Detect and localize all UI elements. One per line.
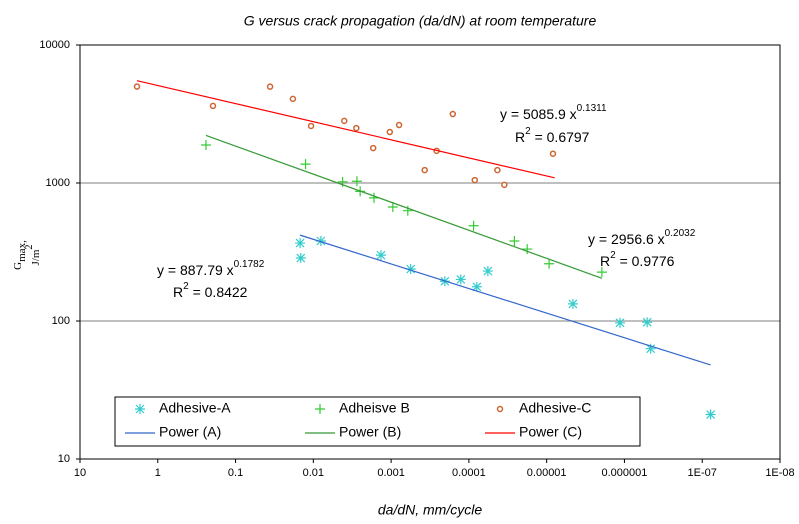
- legend-label: Power (B): [339, 424, 401, 440]
- data-point: [421, 166, 428, 174]
- x-tick-label: 0.0001: [452, 467, 486, 479]
- x-tick-label: 0.000001: [601, 467, 647, 479]
- data-point: [494, 166, 501, 174]
- data-point: [645, 343, 656, 354]
- data-point: [468, 220, 479, 231]
- equation-after: = 0.9776: [616, 253, 675, 269]
- svg-text:J/m2: J/m2: [24, 245, 41, 266]
- data-point: [368, 192, 379, 203]
- x-tick-label: 1E-07: [688, 467, 717, 479]
- chart-title: G versus crack propagation (da/dN) at ro…: [244, 13, 597, 29]
- data-point: [482, 266, 493, 277]
- svg-text:Gmax,: Gmax,: [12, 240, 28, 270]
- x-tick-label: 1: [155, 467, 161, 479]
- trend-line: [205, 134, 603, 279]
- data-point: [395, 121, 403, 129]
- data-point: [135, 404, 145, 414]
- equation-sup: 2: [183, 281, 189, 292]
- data-point: [353, 124, 360, 132]
- x-tick-label: 1E-08: [765, 467, 794, 479]
- data-point: [449, 110, 457, 118]
- equation: y = 887.79 x0.1782: [157, 259, 265, 278]
- equation: R2 = 0.8422: [173, 281, 248, 300]
- data-point: [567, 298, 578, 309]
- data-point: [295, 253, 306, 264]
- equation: y = 2956.6 x0.2032: [588, 228, 696, 247]
- y-label-sub: max,: [16, 240, 28, 262]
- data-point: [209, 102, 217, 110]
- equation-after: = 0.8422: [189, 284, 248, 300]
- data-point: [522, 244, 533, 255]
- data-point: [496, 405, 504, 413]
- data-point: [315, 404, 325, 414]
- x-tick-label: 10: [74, 467, 86, 479]
- trend-line: [299, 234, 711, 366]
- data-point: [315, 235, 326, 246]
- equation-sup: 0.1782: [234, 259, 265, 270]
- equation-text: y = 2956.6 x: [588, 231, 665, 247]
- data-point: [705, 409, 716, 420]
- equation-text: R: [515, 129, 525, 145]
- x-tick-label: 0.00001: [527, 467, 567, 479]
- equation: R2 = 0.9776: [600, 250, 675, 269]
- data-point: [405, 264, 416, 275]
- y-label-unit: J/m: [30, 249, 42, 265]
- legend-label: Adhesive-C: [519, 400, 591, 416]
- y-tick-label: 1000: [46, 177, 70, 189]
- x-axis-label: da/dN, mm/cycle: [378, 502, 482, 518]
- equation-after: = 0.6797: [531, 129, 590, 145]
- equation-sup: 2: [525, 126, 531, 137]
- equation-text: y = 887.79 x: [157, 262, 234, 278]
- data-point: [300, 159, 311, 170]
- data-point: [471, 176, 479, 184]
- data-point: [615, 317, 626, 328]
- data-point: [386, 128, 394, 136]
- equation-text: y = 5085.9 x: [500, 106, 577, 122]
- data-point: [266, 83, 274, 90]
- legend-label: Adheisve B: [339, 400, 410, 416]
- data-point: [289, 95, 297, 103]
- equation: R2 = 0.6797: [515, 126, 590, 145]
- y-label-main: G: [12, 262, 24, 270]
- x-tick-label: 0.1: [228, 467, 243, 479]
- equation-text: R: [173, 284, 183, 300]
- data-point: [387, 202, 398, 213]
- trend-line: [136, 80, 555, 179]
- data-point: [295, 238, 306, 249]
- legend-label: Power (C): [519, 424, 582, 440]
- legend-label: Power (A): [159, 424, 221, 440]
- y-axis-label: Gmax, J/m2: [12, 240, 42, 270]
- data-point: [200, 140, 211, 151]
- y-label-sup: 2: [24, 245, 35, 250]
- plot-frame: [79, 44, 781, 460]
- data-point: [471, 281, 482, 292]
- data-point: [509, 235, 520, 246]
- y-tick-label: 10000: [39, 39, 70, 51]
- data-point: [596, 267, 607, 278]
- y-tick-label: 10: [58, 453, 70, 465]
- data-point: [375, 250, 386, 261]
- data-point: [501, 181, 508, 189]
- x-tick-label: 0.001: [377, 467, 405, 479]
- data-point: [642, 317, 653, 328]
- equation-sup: 0.2032: [665, 228, 696, 239]
- equation-sup: 0.1311: [577, 103, 607, 114]
- legend-box: [114, 396, 641, 447]
- data-point: [455, 274, 466, 285]
- data-point: [133, 83, 141, 90]
- data-point: [341, 117, 348, 125]
- data-point: [549, 150, 557, 157]
- equation: y = 5085.9 x0.1311: [500, 103, 607, 122]
- data-point: [544, 258, 555, 269]
- data-point: [402, 205, 413, 216]
- data-point: [307, 122, 315, 130]
- legend-label: Adhesive-A: [159, 400, 231, 416]
- equation-sup: 2: [610, 250, 616, 261]
- data-point: [351, 176, 362, 187]
- equation-text: R: [600, 253, 610, 269]
- y-tick-label: 100: [52, 315, 70, 327]
- data-point: [369, 144, 377, 152]
- x-tick-label: 0.01: [303, 467, 324, 479]
